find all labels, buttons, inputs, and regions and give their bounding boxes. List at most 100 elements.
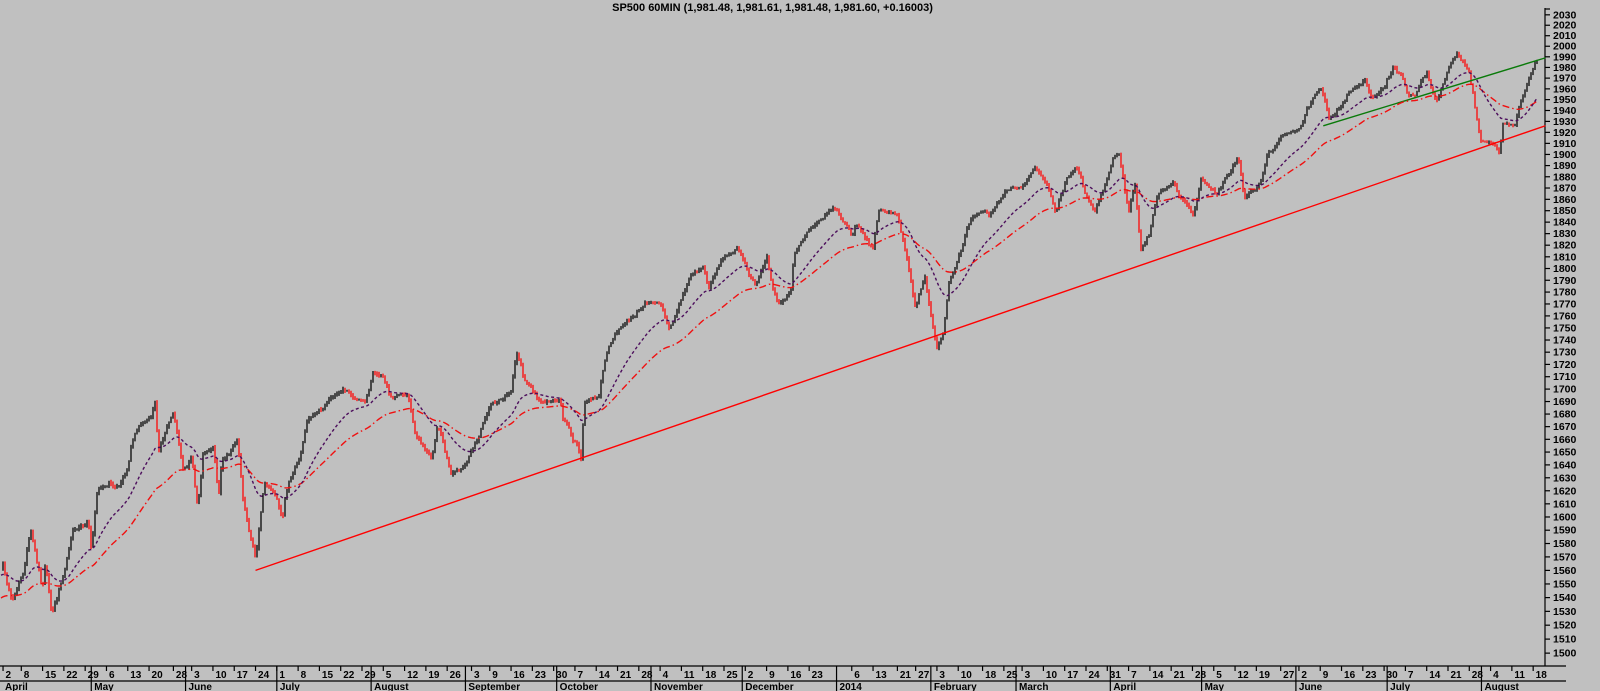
- week-tick-label: 26: [450, 670, 462, 681]
- y-axis-label: 1580: [1553, 538, 1577, 550]
- y-axis-label: 1540: [1553, 592, 1577, 604]
- y-axis-label: 2020: [1553, 20, 1577, 32]
- y-axis-label: 1530: [1553, 606, 1577, 618]
- y-axis-label: 1600: [1553, 511, 1577, 523]
- week-tick-label: 21: [1450, 670, 1462, 681]
- week-tick-label: 4: [1493, 670, 1499, 681]
- week-tick-label: 27: [918, 670, 930, 681]
- y-axis-label: 1570: [1553, 551, 1577, 563]
- week-tick-label: 5: [386, 670, 392, 681]
- y-axis-label: 1900: [1553, 149, 1577, 161]
- y-axis-label: 1860: [1553, 194, 1577, 206]
- week-tick-label: 15: [45, 670, 57, 681]
- y-axis-label: 1800: [1553, 263, 1577, 275]
- week-tick-label: 13: [876, 670, 888, 681]
- month-label: August: [374, 682, 409, 691]
- week-tick-label: 10: [1046, 670, 1058, 681]
- y-axis-label: 1690: [1553, 396, 1577, 408]
- y-axis-label: 1890: [1553, 160, 1577, 172]
- week-tick-label: 18: [985, 670, 997, 681]
- week-tick-label: 21: [620, 670, 632, 681]
- y-axis-label: 2030: [1553, 9, 1577, 21]
- ma-long-line: [0, 83, 1538, 599]
- week-tick-label: 2: [1301, 670, 1307, 681]
- y-axis-label: 1620: [1553, 485, 1577, 497]
- week-tick-label: 12: [407, 670, 419, 681]
- week-tick-label: 13: [130, 670, 142, 681]
- month-label: April: [1113, 682, 1136, 691]
- month-label: July: [280, 682, 300, 691]
- y-axis-label: 1910: [1553, 138, 1577, 150]
- week-tick-label: 22: [66, 670, 78, 681]
- week-tick-label: 14: [1152, 670, 1164, 681]
- y-axis-label: 1590: [1553, 525, 1577, 537]
- month-label: July: [1390, 682, 1410, 691]
- week-tick-label: 3: [939, 670, 945, 681]
- week-tick-label: 15: [322, 670, 334, 681]
- month-label: August: [1484, 682, 1519, 691]
- week-tick-label: 18: [1536, 670, 1548, 681]
- y-axis-label: 1780: [1553, 287, 1577, 299]
- week-tick-label: 23: [535, 670, 547, 681]
- y-axis-label: 1820: [1553, 240, 1577, 252]
- week-tick-label: 14: [599, 670, 611, 681]
- y-axis-label: 1550: [1553, 578, 1577, 590]
- y-axis-label: 1870: [1553, 183, 1577, 195]
- week-tick-label: 22: [343, 670, 355, 681]
- y-axis-label: 1750: [1553, 322, 1577, 334]
- y-axis-label: 1770: [1553, 298, 1577, 310]
- y-axis-label: 1510: [1553, 634, 1577, 646]
- week-tick-label: 14: [1429, 670, 1441, 681]
- y-axis-label: 1840: [1553, 217, 1577, 229]
- week-tick-label: 3: [1025, 670, 1031, 681]
- week-tick-label: 10: [961, 670, 973, 681]
- week-tick-label: 3: [474, 670, 480, 681]
- month-label: February: [934, 682, 977, 691]
- y-axis-label: 2000: [1553, 41, 1577, 53]
- y-axis-label: 1810: [1553, 251, 1577, 263]
- month-label: May: [1205, 682, 1225, 691]
- month-label: April: [5, 682, 28, 691]
- month-label: September: [468, 682, 520, 691]
- week-tick-label: 7: [577, 670, 583, 681]
- month-label: May: [94, 682, 114, 691]
- y-axis-label: 1930: [1553, 116, 1577, 128]
- week-tick-label: 31: [1110, 670, 1122, 681]
- month-label: March: [1019, 682, 1048, 691]
- y-axis-label: 2010: [1553, 30, 1577, 42]
- y-axis-label: 1720: [1553, 359, 1577, 371]
- week-tick-label: 27: [1283, 670, 1295, 681]
- week-tick-label: 28: [176, 670, 188, 681]
- week-tick-label: 17: [237, 670, 249, 681]
- week-tick-label: 11: [684, 670, 695, 681]
- week-tick-label: 28: [1472, 670, 1484, 681]
- week-tick-label: 30: [556, 670, 568, 681]
- y-axis-label: 1850: [1553, 205, 1577, 217]
- y-axis-label: 1670: [1553, 421, 1577, 433]
- week-tick-label: 19: [428, 670, 440, 681]
- green-trendline: [1323, 57, 1546, 127]
- week-tick-label: 2: [6, 670, 12, 681]
- y-axis-label: 1650: [1553, 447, 1577, 459]
- week-tick-label: 3: [194, 670, 200, 681]
- week-tick-label: 7: [1131, 670, 1137, 681]
- price-bars: [2, 51, 1538, 613]
- week-tick-label: 6: [109, 670, 115, 681]
- week-tick-label: 16: [514, 670, 526, 681]
- week-tick-label: 30: [1387, 670, 1399, 681]
- week-tick-label: 9: [769, 670, 775, 681]
- y-axis-label: 1610: [1553, 498, 1577, 510]
- y-axis-label: 1980: [1553, 62, 1577, 74]
- week-tick-label: 16: [1344, 670, 1356, 681]
- week-tick-label: 16: [790, 670, 802, 681]
- week-tick-label: 28: [1195, 670, 1207, 681]
- y-axis: 2030202020102000199019801970196019501940…: [1544, 8, 1577, 666]
- week-tick-label: 24: [1088, 670, 1100, 681]
- week-tick-label: 4: [663, 670, 669, 681]
- week-tick-label: 18: [705, 670, 717, 681]
- y-axis-label: 1520: [1553, 620, 1577, 632]
- y-axis-label: 1940: [1553, 105, 1577, 117]
- week-tick-label: 17: [1067, 670, 1079, 681]
